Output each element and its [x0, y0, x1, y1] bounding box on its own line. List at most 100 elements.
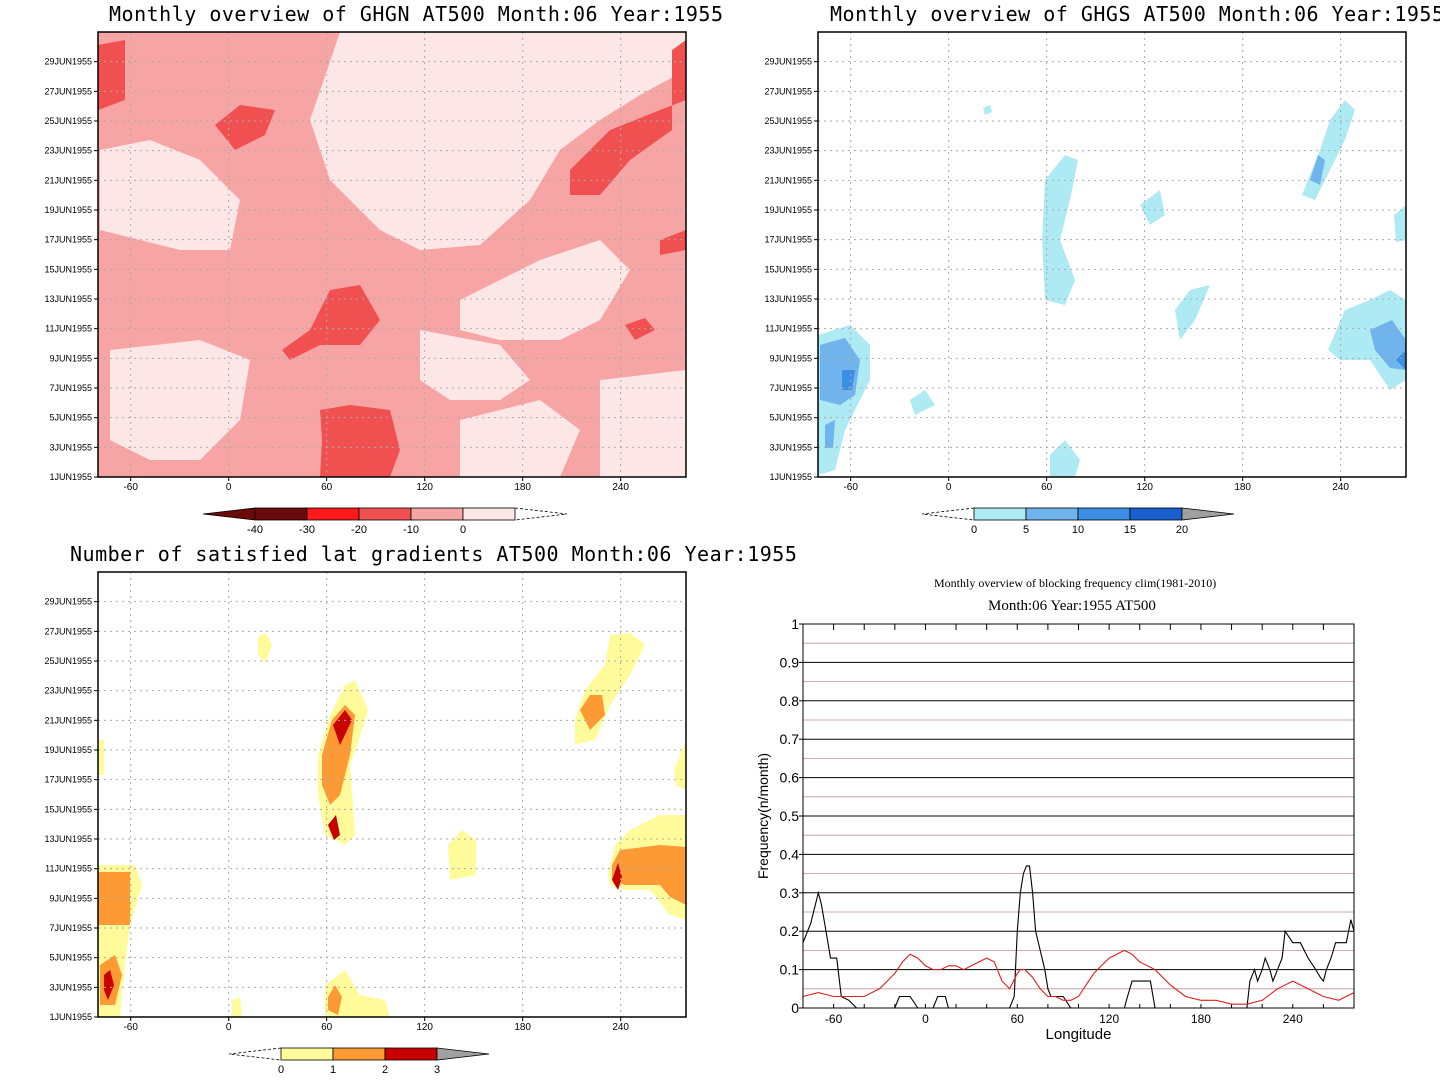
- y-tick-label: 7JUN1955: [49, 923, 92, 933]
- light-region: [110, 340, 250, 460]
- y-tick-label: 3JUN1955: [49, 982, 92, 992]
- colorbar-segment: [306, 507, 360, 521]
- colorbar-segment: [358, 507, 412, 521]
- level-1-region: [575, 633, 645, 745]
- colorbar-left-arrow: [202, 507, 256, 521]
- y-tick-label: 5JUN1955: [49, 953, 92, 963]
- y-tick-label: 0.3: [780, 885, 800, 901]
- colorbar-label: 3: [434, 1064, 440, 1076]
- level-1-region: [258, 633, 272, 663]
- grid-lines: [803, 642, 1354, 990]
- x-tick-label: 60: [1041, 482, 1053, 493]
- contour-region: [1396, 350, 1406, 370]
- colorbar-segment: [280, 1047, 334, 1061]
- level-2-region: [98, 872, 130, 925]
- series-line-black: [802, 865, 1355, 1009]
- x-tick-label: 0: [226, 482, 232, 493]
- level-3-region: [612, 863, 622, 890]
- y-tick-label: 7JUN1955: [769, 383, 812, 393]
- colorbar-segment: [410, 507, 464, 521]
- x-tick-label: -60: [825, 1012, 843, 1026]
- y-tick-label: 7JUN1955: [49, 383, 92, 393]
- level-2-region: [328, 985, 342, 1015]
- y-tick-label: 23JUN1955: [44, 146, 92, 156]
- level-3-region: [333, 710, 352, 745]
- grid-lines: [818, 32, 1406, 477]
- colorbar-segment: [332, 1047, 386, 1061]
- contour-region: [1140, 190, 1165, 225]
- gradients-chart: 1JUN1955 3JUN1955 5JUN1955 7JUN1955 9JUN1955…: [44, 571, 687, 1076]
- colorbar-right-arrow: [436, 1047, 490, 1061]
- y-tick-label: 0.7: [780, 731, 800, 747]
- level-1-region: [232, 997, 242, 1017]
- y-tick-label: 21JUN1955: [44, 715, 92, 725]
- grid-lines: [98, 32, 686, 477]
- y-tick-label: 19JUN1955: [44, 745, 92, 755]
- y-tick-label: 29JUN1955: [44, 57, 92, 67]
- y-tick-label: 15JUN1955: [44, 264, 92, 274]
- colorbar-label: -10: [403, 524, 419, 536]
- x-tick-label: -60: [843, 482, 858, 493]
- x-tick-label: 120: [416, 482, 433, 493]
- y-tick-label: 19JUN1955: [44, 205, 92, 215]
- y-tick-label: 29JUN1955: [44, 597, 92, 607]
- x-tick-label: 240: [612, 1022, 629, 1033]
- level-1-region: [98, 740, 104, 775]
- y-tick-label: 25JUN1955: [44, 656, 92, 666]
- y-tick-label: 27JUN1955: [44, 626, 92, 636]
- series-line-red: [802, 949, 1355, 1005]
- y-tick-label: 13JUN1955: [764, 294, 812, 304]
- dark-region: [98, 40, 125, 110]
- x-tick-label: 180: [514, 482, 531, 493]
- y-tick-label: 21JUN1955: [44, 175, 92, 185]
- y-tick-label: 0.8: [780, 693, 800, 709]
- contour-region: [983, 105, 992, 115]
- colorbar-segment: [462, 507, 516, 521]
- colorbar-label: 0: [278, 1064, 284, 1076]
- level-1-region: [674, 740, 686, 790]
- x-tick-label: 120: [1099, 1012, 1119, 1026]
- ghgs-field: [818, 100, 1406, 477]
- chart-title-blocking: Monthly overview of blocking frequency c…: [934, 576, 1217, 590]
- dark-region: [320, 405, 400, 477]
- colorbar-segment: [384, 1047, 438, 1061]
- colorbar: [921, 507, 1235, 521]
- dark-region: [215, 105, 275, 150]
- contour-region: [1310, 155, 1325, 185]
- x-tick-label: 0: [946, 482, 952, 493]
- x-tick-label: 60: [1011, 1012, 1025, 1026]
- ghgn-chart: 1JUN1955 3JUN1955 5JUN1955 7JUN1955 9JUN1955…: [44, 31, 687, 536]
- x-tick-label: 60: [321, 1022, 333, 1033]
- y-tick-label: 11JUN1955: [45, 324, 92, 334]
- blocking-frequency-chart: 0 0.1 0.2 0.3 0.4 0.5 0.6 0.7 0.8 0.9 1 -60 0 60 120 18…: [755, 616, 1355, 1043]
- light-region: [100, 140, 240, 250]
- y-tick-label: 0.2: [780, 923, 800, 939]
- y-tick-label: 13JUN1955: [44, 294, 92, 304]
- dark-region: [282, 285, 380, 360]
- colorbar-segment: [254, 507, 308, 521]
- contour-region: [1175, 285, 1210, 340]
- y-tick-label: 17JUN1955: [44, 235, 92, 245]
- x-tick-label: -60: [123, 482, 138, 493]
- x-tick-label: 240: [1332, 482, 1349, 493]
- colorbar-segment: [973, 507, 1027, 521]
- contour-region: [1302, 100, 1355, 200]
- y-tick-label: 0.4: [780, 846, 800, 862]
- x-axis-label: Longitude: [1046, 1026, 1112, 1043]
- x-tick-label: 180: [514, 1022, 531, 1033]
- colorbar-right-arrow: [514, 507, 568, 521]
- level-3-region: [104, 970, 114, 1000]
- level-2-region: [612, 845, 686, 905]
- light-region: [420, 330, 530, 400]
- colorbar-label: -20: [351, 524, 367, 536]
- colorbar-left-arrow: [228, 1047, 282, 1061]
- contour-region: [825, 420, 835, 448]
- colorbar-label: 0: [971, 524, 977, 536]
- colorbar-label: 2: [382, 1064, 388, 1076]
- level-3-region: [328, 815, 340, 840]
- colorbar-label: 10: [1072, 524, 1084, 536]
- chart-title-gradients: Number of satisfied lat gradients AT500 …: [70, 542, 798, 566]
- ghgs-chart: 1JUN1955 3JUN1955 5JUN1955 7JUN1955 9JUN1955…: [764, 31, 1407, 536]
- grid-lines: [98, 572, 686, 1017]
- colorbar-label: 1: [330, 1064, 336, 1076]
